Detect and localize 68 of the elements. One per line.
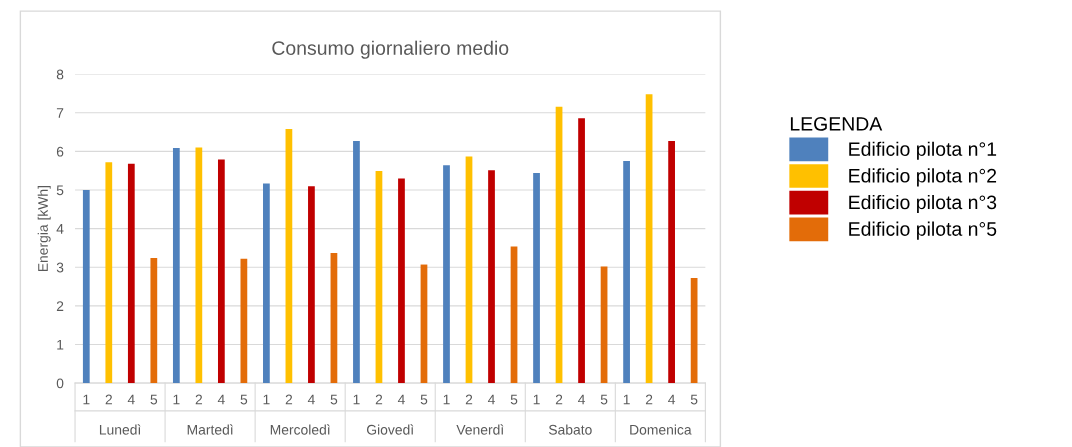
text: Lunedì: [99, 424, 141, 435]
bar: [578, 118, 585, 384]
bar: [82, 190, 90, 384]
x-tick-label: 5: [420, 394, 428, 405]
bar: [150, 257, 158, 384]
x-tick-label: 1: [443, 394, 450, 405]
x-tick-label: 5: [330, 394, 338, 405]
x-tick-label: 1: [353, 394, 360, 405]
x-tick-label: 4: [127, 394, 135, 405]
legend-label: Edificio pilota n°1: [849, 141, 997, 160]
text: Mercoledì: [270, 424, 330, 435]
y-tick-label: 6: [56, 146, 64, 157]
x-tick-label: 1: [173, 394, 180, 405]
bar: [127, 163, 135, 384]
x-tick-label: 4: [578, 394, 586, 405]
x-tick-label: 2: [195, 394, 203, 405]
bar: [263, 183, 270, 384]
bar: [623, 161, 630, 384]
chart-title: Consumo giornaliero medio: [272, 40, 509, 59]
legend-label: Edificio pilota n°5: [849, 221, 997, 240]
y-tick-label: 0: [56, 378, 64, 389]
y-tick-label: 1: [57, 339, 64, 350]
x-tick-label: 5: [690, 394, 698, 405]
x-tick-label: 5: [240, 394, 248, 405]
text: Martedì: [187, 424, 233, 435]
bar: [443, 165, 450, 384]
x-tick-label: 4: [487, 394, 495, 405]
x-tick-label: 2: [555, 394, 563, 405]
y-tick-label: 5: [56, 185, 64, 196]
legend-title: LEGENDA: [790, 116, 883, 131]
bar: [533, 173, 540, 384]
x-tick-label: 1: [83, 394, 90, 405]
text: Venerdì: [456, 424, 504, 435]
text: Domenica: [630, 424, 692, 435]
y-axis-title: Energia [kWh]: [37, 186, 51, 272]
y-tick-label: 2: [56, 301, 64, 311]
x-tick-label: 1: [623, 394, 630, 405]
x-tick-label: 1: [263, 394, 270, 405]
x-tick-label: 2: [645, 394, 653, 405]
text: Giovedì: [366, 424, 414, 435]
bar: [308, 186, 315, 384]
y-tick-label: 3: [56, 262, 64, 273]
x-tick-label: 2: [285, 394, 293, 405]
y-tick-label: 8: [56, 69, 64, 80]
x-tick-label: 2: [105, 394, 112, 405]
text: Sabato: [548, 424, 592, 435]
x-tick-label: 1: [533, 394, 540, 405]
legend-label: Edificio pilota n°2: [849, 168, 997, 187]
x-tick-label: 4: [307, 394, 315, 405]
x-tick-label: 5: [150, 394, 158, 405]
y-tick-label: 7: [56, 108, 64, 118]
bar: [217, 159, 225, 384]
x-tick-label: 5: [510, 394, 518, 405]
x-tick-label: 5: [600, 394, 608, 405]
x-tick-label: 2: [375, 394, 383, 405]
bar: [105, 162, 113, 384]
bar: [195, 147, 203, 384]
bar: [172, 147, 180, 384]
x-tick-label: 4: [217, 394, 225, 405]
bar: [353, 141, 360, 384]
legend-label: Edificio pilota n°3: [849, 194, 997, 214]
y-tick-label: 4: [56, 224, 64, 234]
x-tick-label: 4: [668, 394, 676, 405]
x-tick-label: 4: [397, 394, 405, 405]
bar: [668, 141, 675, 384]
bar: [398, 178, 405, 384]
x-tick-label: 2: [465, 394, 473, 405]
bar: [488, 170, 495, 384]
